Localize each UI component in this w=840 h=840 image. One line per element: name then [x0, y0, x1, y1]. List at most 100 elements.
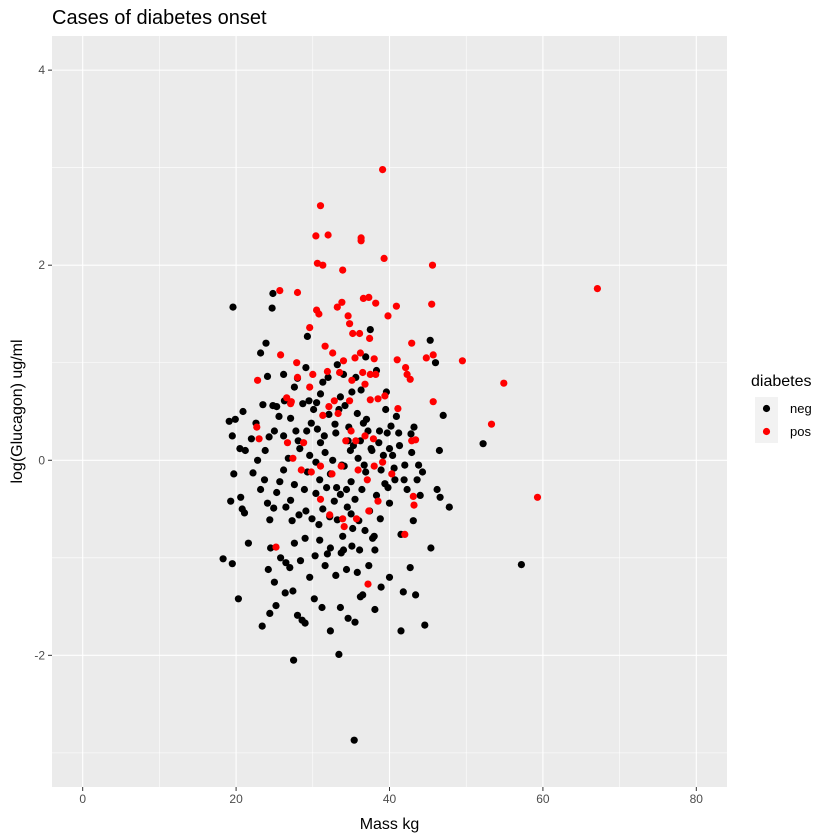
point-pos: [348, 376, 356, 384]
x-axis-title: Mass kg: [360, 816, 420, 833]
point-pos: [379, 458, 387, 466]
point-neg: [244, 539, 252, 547]
point-pos: [429, 351, 437, 359]
point-pos: [287, 400, 295, 408]
point-neg: [333, 484, 341, 492]
point-pos: [365, 507, 373, 515]
point-neg: [316, 536, 324, 544]
point-neg: [316, 476, 324, 484]
point-neg: [409, 517, 417, 525]
point-pos: [359, 294, 367, 302]
point-neg: [273, 488, 281, 497]
point-neg: [392, 412, 400, 420]
point-neg: [391, 476, 399, 484]
point-neg: [356, 546, 364, 554]
point-neg: [308, 515, 316, 523]
point-neg: [266, 609, 274, 618]
point-neg: [439, 411, 447, 419]
point-pos: [297, 466, 305, 474]
point-pos: [325, 403, 333, 411]
point-pos: [374, 395, 382, 403]
point-neg: [282, 559, 290, 567]
point-pos: [276, 287, 284, 295]
point-neg: [229, 303, 237, 311]
point-neg: [316, 390, 325, 398]
point-pos: [370, 355, 378, 363]
point-neg: [289, 587, 297, 595]
point-neg: [241, 446, 249, 455]
point-pos: [410, 501, 418, 509]
point-pos: [356, 329, 364, 338]
point-neg: [257, 349, 265, 357]
point-neg: [326, 627, 334, 635]
point-neg: [275, 412, 283, 420]
point-neg: [280, 466, 288, 474]
point-neg: [372, 491, 381, 499]
point-neg: [225, 417, 233, 425]
point-neg: [342, 485, 351, 494]
point-neg: [339, 532, 347, 540]
point-neg: [240, 509, 249, 517]
point-pos: [366, 370, 374, 378]
point-pos: [374, 497, 382, 505]
point-neg: [258, 622, 266, 630]
point-neg: [267, 544, 275, 552]
point-pos: [339, 357, 348, 365]
point-pos: [363, 476, 371, 484]
point-neg: [390, 464, 398, 472]
point-neg: [303, 427, 311, 435]
point-neg: [313, 399, 321, 407]
point-neg: [239, 407, 247, 416]
point-neg: [329, 456, 337, 464]
point-pos: [357, 237, 365, 245]
point-neg: [333, 516, 341, 524]
point-pos: [339, 515, 347, 523]
point-pos: [336, 368, 344, 377]
point-neg: [336, 490, 344, 498]
point-neg: [445, 503, 453, 511]
point-neg: [387, 422, 395, 430]
point-pos: [361, 432, 369, 440]
point-neg: [219, 555, 227, 563]
y-axis-title: log(Glucagon) ug/ml: [9, 339, 26, 483]
point-neg: [301, 534, 309, 542]
point-neg: [268, 304, 276, 312]
point-neg: [332, 571, 340, 580]
point-neg: [415, 461, 423, 469]
point-neg: [310, 595, 318, 603]
point-neg: [344, 614, 352, 622]
point-neg: [286, 564, 294, 572]
point-neg: [410, 423, 418, 431]
point-neg: [371, 605, 379, 614]
point-neg: [366, 326, 374, 334]
point-pos: [384, 312, 392, 320]
legend-swatch-neg: [762, 404, 771, 413]
point-neg: [382, 405, 390, 414]
point-neg: [299, 400, 307, 408]
point-pos: [408, 339, 416, 347]
point-pos: [293, 373, 302, 381]
grid-lines: [52, 36, 727, 787]
point-pos: [316, 462, 325, 470]
point-pos: [323, 367, 331, 376]
point-neg: [348, 542, 356, 550]
point-neg: [377, 466, 385, 474]
point-neg: [321, 562, 329, 570]
point-pos: [277, 351, 285, 359]
point-neg: [367, 445, 375, 453]
point-neg: [330, 497, 338, 505]
point-neg: [280, 432, 288, 440]
point-neg: [375, 427, 384, 435]
point-pos: [338, 298, 346, 306]
point-pos: [254, 376, 262, 384]
point-neg: [416, 491, 424, 499]
point-neg: [270, 427, 278, 435]
point-neg: [227, 497, 235, 505]
point-neg: [228, 432, 236, 440]
point-pos: [369, 435, 377, 443]
point-neg: [389, 451, 397, 459]
point-neg: [272, 602, 280, 610]
point-neg: [326, 544, 334, 552]
point-neg: [362, 353, 370, 361]
